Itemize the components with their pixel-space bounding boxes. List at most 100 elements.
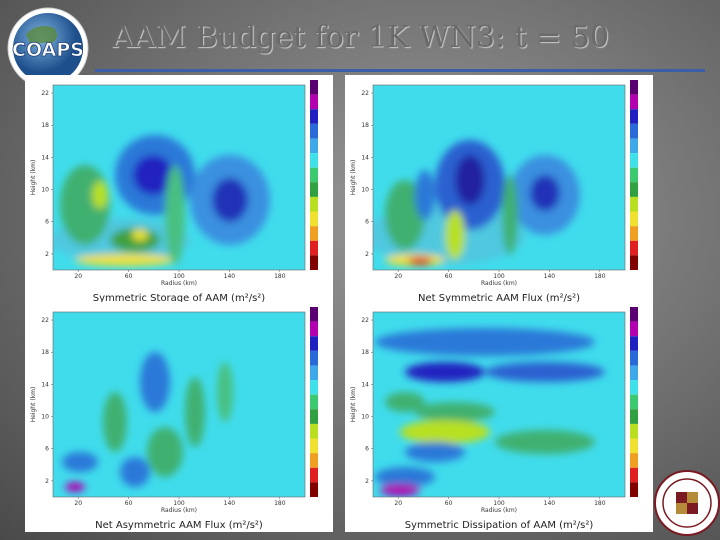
y-axis-label: Height (km) bbox=[350, 160, 357, 196]
panel-caption: Symmetric Storage of AAM (m²/s²) bbox=[93, 293, 266, 304]
colorbar-cell bbox=[310, 94, 318, 110]
colorbar-cell bbox=[310, 394, 318, 410]
x-tick-label: 100 bbox=[173, 273, 185, 280]
colorbar-cell bbox=[630, 380, 638, 395]
x-tick-label: 100 bbox=[493, 273, 505, 280]
contour bbox=[385, 392, 425, 412]
x-tick-label: 60 bbox=[125, 273, 133, 280]
plot: 2 6 10 14 18 22 20 60 100 140 180 Height (km) Radius… bbox=[350, 307, 638, 531]
y-tick-label: 6 bbox=[45, 446, 49, 453]
y-tick-label: 14 bbox=[41, 154, 49, 161]
contour bbox=[400, 420, 490, 444]
contour bbox=[140, 352, 170, 412]
colorbar-cell bbox=[630, 365, 638, 381]
contour bbox=[165, 165, 185, 265]
y-tick-label: 2 bbox=[45, 478, 49, 485]
colorbar-cell bbox=[630, 211, 638, 227]
colorbar-cell bbox=[310, 365, 318, 381]
colorbar-cell bbox=[630, 453, 638, 468]
colorbar-cell bbox=[310, 211, 318, 227]
colorbar-cell bbox=[310, 182, 318, 197]
y-tick-label: 2 bbox=[45, 251, 49, 258]
y-tick-label: 2 bbox=[365, 478, 369, 485]
colorbar-cell bbox=[630, 94, 638, 110]
logo-text: COAPS bbox=[12, 39, 84, 61]
x-tick-label: 100 bbox=[173, 500, 185, 507]
x-tick-label: 180 bbox=[594, 273, 606, 280]
x-axis-label: Radius (km) bbox=[481, 280, 517, 287]
colorbar-cell bbox=[310, 423, 318, 439]
colorbar-cell bbox=[630, 196, 638, 212]
colorbar-cell bbox=[310, 380, 318, 395]
y-tick-label: 10 bbox=[361, 187, 369, 194]
colorbar-cell bbox=[310, 307, 318, 322]
x-tick-label: 20 bbox=[74, 273, 82, 280]
contour bbox=[65, 482, 85, 492]
colorbar-cell bbox=[310, 226, 318, 241]
colorbar-cell bbox=[630, 336, 638, 351]
contour bbox=[132, 229, 148, 241]
x-tick-label: 140 bbox=[544, 500, 556, 507]
y-tick-label: 22 bbox=[41, 90, 49, 97]
title-rule bbox=[95, 69, 705, 72]
colorbar-cell bbox=[630, 255, 638, 270]
x-tick-label: 180 bbox=[274, 273, 286, 280]
contour bbox=[415, 170, 435, 220]
colorbar-cell bbox=[310, 167, 318, 183]
colorbar-cell bbox=[310, 80, 318, 95]
contour bbox=[445, 210, 465, 260]
y-tick-label: 2 bbox=[365, 251, 369, 258]
colorbar-cell bbox=[310, 438, 318, 454]
x-tick-label: 140 bbox=[544, 273, 556, 280]
plot: 2 6 10 14 18 22 20 60 100 140 180 Height (km) Radius… bbox=[30, 307, 318, 531]
contour bbox=[375, 328, 595, 356]
contour bbox=[147, 427, 183, 477]
contour bbox=[380, 484, 420, 496]
contour-blobs bbox=[62, 352, 233, 492]
contour bbox=[530, 175, 560, 211]
plot-panel: 2 6 10 14 18 22 20 60 100 140 180 Height (km) Radius… bbox=[25, 75, 333, 305]
contour bbox=[75, 254, 175, 266]
colorbar-cell bbox=[310, 350, 318, 366]
colorbar-cell bbox=[630, 167, 638, 183]
contours bbox=[53, 312, 305, 497]
x-tick-label: 180 bbox=[274, 500, 286, 507]
contour-blobs bbox=[373, 140, 580, 266]
colorbar-cell bbox=[630, 394, 638, 410]
colorbar-cell bbox=[630, 321, 638, 337]
contour bbox=[385, 180, 425, 250]
panel-caption: Net Symmetric AAM Flux (m²/s²) bbox=[418, 293, 580, 304]
slide-title: AAM Budget for 1K WN3: t = 50 bbox=[112, 20, 610, 55]
colorbar-cell bbox=[630, 182, 638, 197]
contour bbox=[415, 402, 495, 422]
colorbar-cell bbox=[310, 123, 318, 139]
y-tick-label: 18 bbox=[41, 122, 49, 129]
x-tick-label: 60 bbox=[445, 273, 453, 280]
colorbar-cell bbox=[310, 196, 318, 212]
y-tick-label: 18 bbox=[361, 122, 369, 129]
colorbar-cell bbox=[630, 409, 638, 424]
contour bbox=[502, 175, 518, 255]
panel-caption: Symmetric Dissipation of AAM (m²/s²) bbox=[405, 520, 594, 531]
y-axis-label: Height (km) bbox=[30, 387, 37, 423]
y-tick-label: 22 bbox=[361, 317, 369, 324]
y-axis-label: Height (km) bbox=[30, 160, 37, 196]
colorbar-cell bbox=[310, 240, 318, 256]
y-tick-label: 18 bbox=[361, 349, 369, 356]
plot-panel: 2 6 10 14 18 22 20 60 100 140 180 Height (km) Radius… bbox=[345, 75, 653, 305]
y-tick-label: 22 bbox=[361, 90, 369, 97]
contour bbox=[185, 377, 205, 447]
coaps-logo: COAPS bbox=[7, 7, 89, 89]
colorbar-cell bbox=[630, 482, 638, 497]
plot-panel: 2 6 10 14 18 22 20 60 100 140 180 Height (km) Radius… bbox=[25, 302, 333, 532]
x-tick-label: 20 bbox=[74, 500, 82, 507]
x-tick-label: 60 bbox=[445, 500, 453, 507]
y-tick-label: 22 bbox=[41, 317, 49, 324]
colorbar-cell bbox=[310, 482, 318, 497]
colorbar-cell bbox=[310, 138, 318, 154]
colorbar-cell bbox=[310, 109, 318, 124]
contours bbox=[53, 85, 305, 270]
colorbar-cell bbox=[630, 423, 638, 439]
colorbar-cell bbox=[630, 467, 638, 483]
